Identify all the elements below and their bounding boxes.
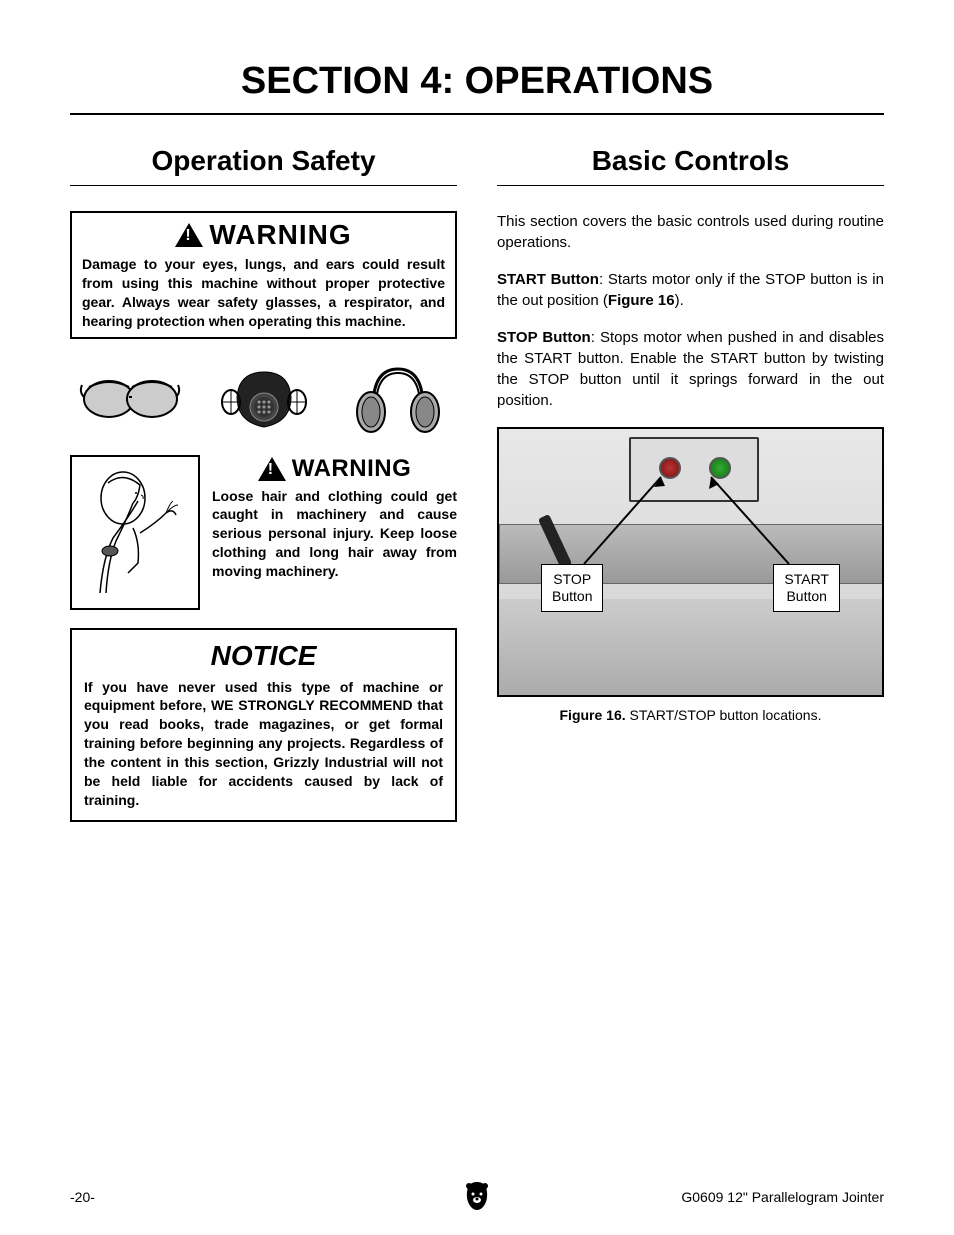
hair-tie-illustration: [70, 455, 200, 610]
stop-button-paragraph: STOP Button: Stops motor when pushed in …: [497, 327, 884, 411]
figure-caption-text: START/STOP button locations.: [626, 707, 822, 723]
start-button-callout-label: STARTButton: [773, 564, 840, 612]
operation-safety-title: Operation Safety: [70, 145, 457, 186]
safety-glasses-icon: [74, 357, 184, 437]
bear-icon: [464, 1180, 490, 1212]
warning-text-2: Loose hair and clothing could get caught…: [212, 487, 457, 581]
left-column: Operation Safety WARNING Damage to your …: [70, 145, 457, 822]
warning-triangle-icon: [175, 223, 203, 247]
warning-triangle-icon: [258, 457, 286, 481]
stop-button-callout-label: STOPButton: [541, 564, 603, 612]
figure-reference: Figure 16: [608, 292, 675, 309]
notice-title: NOTICE: [84, 640, 443, 672]
content-columns: Operation Safety WARNING Damage to your …: [70, 145, 884, 822]
figure-16-image: STOPButton STARTButton: [497, 427, 884, 697]
warning-box-1: WARNING Damage to your eyes, lungs, and …: [70, 211, 457, 339]
section-title: SECTION 4: OPERATIONS: [70, 60, 884, 115]
footer-logo: [464, 1180, 490, 1215]
callout-arrows: [499, 429, 882, 695]
page-number: -20-: [70, 1189, 95, 1205]
ppe-icons-row: [70, 357, 457, 437]
start-button-paragraph: START Button: Starts motor only if the S…: [497, 269, 884, 311]
warning-header-2: WARNING: [212, 455, 457, 483]
basic-controls-title: Basic Controls: [497, 145, 884, 186]
right-column: Basic Controls This section covers the b…: [497, 145, 884, 822]
warning-2-content: WARNING Loose hair and clothing could ge…: [212, 455, 457, 610]
start-button-text-end: ).: [675, 292, 684, 309]
warning-label-1: WARNING: [209, 219, 351, 251]
start-button-label: START Button: [497, 271, 599, 288]
page-footer: -20- G0609 12" Parallelogram Jointer: [70, 1189, 884, 1205]
hearing-protection-icon: [343, 357, 453, 437]
warning-header-1: WARNING: [82, 219, 445, 251]
respirator-icon: [209, 357, 319, 437]
notice-text: If you have never used this type of mach…: [84, 678, 443, 810]
notice-box: NOTICE If you have never used this type …: [70, 628, 457, 822]
figure-number: Figure 16.: [560, 707, 626, 723]
warning-text-1: Damage to your eyes, lungs, and ears cou…: [82, 255, 445, 331]
warning-box-2-wrap: WARNING Loose hair and clothing could ge…: [70, 455, 457, 610]
stop-button-label: STOP Button: [497, 329, 591, 346]
figure-16-caption: Figure 16. START/STOP button locations.: [497, 707, 884, 723]
product-name: G0609 12" Parallelogram Jointer: [681, 1189, 884, 1205]
warning-label-2: WARNING: [292, 455, 412, 483]
intro-text: This section covers the basic controls u…: [497, 211, 884, 253]
